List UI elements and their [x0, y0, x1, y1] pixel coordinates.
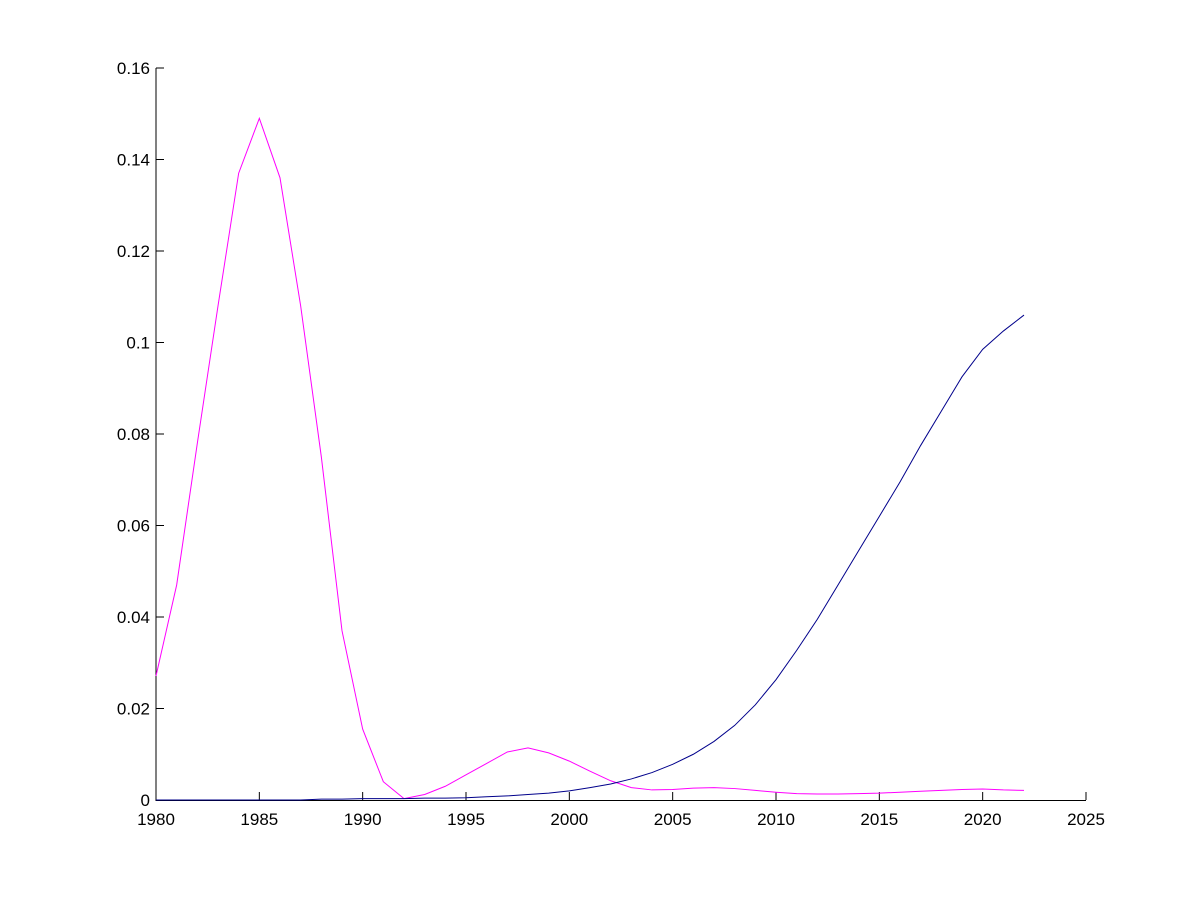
y-tick-label: 0.02 — [117, 700, 150, 719]
y-tick-label: 0.1 — [126, 334, 150, 353]
x-tick-label: 1995 — [447, 810, 485, 829]
x-tick-label: 2015 — [860, 810, 898, 829]
x-tick-label: 2010 — [757, 810, 795, 829]
x-tick-label: 1985 — [240, 810, 278, 829]
series-line — [155, 116, 1025, 800]
y-tick-label: 0.04 — [117, 608, 150, 627]
x-tick-label: 2020 — [964, 810, 1002, 829]
series-line — [156, 314, 1025, 801]
y-tick-label: 0.06 — [117, 517, 150, 536]
y-tick-label: 0.12 — [117, 242, 150, 261]
x-tick-label: 1990 — [344, 810, 382, 829]
y-tick-label: 0.16 — [117, 59, 150, 78]
x-tick-label: 2005 — [654, 810, 692, 829]
x-tick-label: 1980 — [137, 810, 175, 829]
y-tick-label: 0.14 — [117, 151, 150, 170]
x-tick-label: 2025 — [1067, 810, 1105, 829]
y-tick-label: 0.08 — [117, 425, 150, 444]
y-tick-label: 0 — [141, 791, 150, 810]
x-tick-label: 2000 — [550, 810, 588, 829]
